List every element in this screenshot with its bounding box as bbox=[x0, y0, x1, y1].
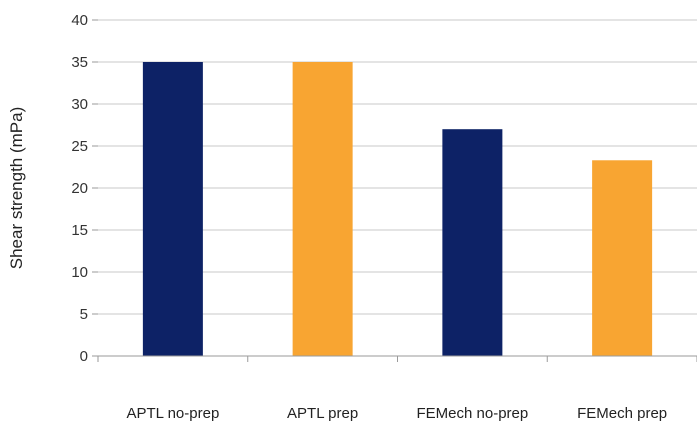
y-tick-label: 0 bbox=[80, 348, 88, 365]
bars bbox=[143, 62, 652, 356]
bar bbox=[442, 129, 502, 356]
x-axis bbox=[98, 356, 697, 362]
y-tick-label: 35 bbox=[71, 54, 88, 71]
y-tick-label: 5 bbox=[80, 306, 88, 323]
x-tick-label: APTL no-prep bbox=[126, 405, 219, 422]
bar bbox=[592, 160, 652, 356]
y-tick-label: 20 bbox=[71, 180, 88, 197]
y-tick-label: 25 bbox=[71, 138, 88, 155]
y-tick-label: 10 bbox=[71, 264, 88, 281]
x-tick-label: FEMech prep bbox=[577, 405, 667, 422]
y-axis-title: Shear strength (mPa) bbox=[7, 107, 26, 270]
x-tick-label: APTL prep bbox=[287, 405, 358, 422]
y-axis-ticks: 0 5 10 15 20 25 30 35 40 bbox=[71, 12, 98, 365]
bar bbox=[293, 62, 353, 356]
x-axis-labels: APTL no-prep APTL prep FEMech no-prep FEMec… bbox=[126, 405, 667, 422]
x-tick-label: FEMech no-prep bbox=[417, 405, 529, 422]
y-tick-label: 40 bbox=[71, 12, 88, 29]
y-tick-label: 30 bbox=[71, 96, 88, 113]
bar bbox=[143, 62, 203, 356]
y-tick-label: 15 bbox=[71, 222, 88, 239]
